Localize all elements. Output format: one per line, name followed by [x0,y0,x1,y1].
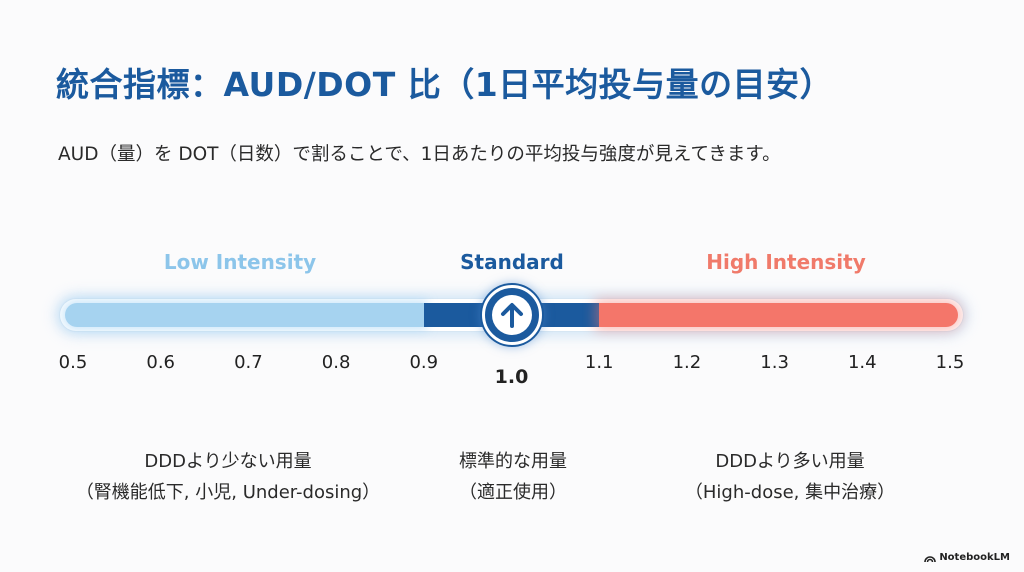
scale-tick-label: 0.8 [321,352,351,373]
scale-tick-label: 1.5 [935,352,965,373]
scale-segment-high [599,303,958,327]
scale-tick-label: 0.6 [146,352,176,373]
zone-description-high-line2: （High-dose, 集中治療） [684,482,896,503]
zone-label-low: Low Intensity [163,250,317,274]
zone-description-high: DDDより多い用量 （High-dose, 集中治療） [685,446,895,508]
zone-description-high-line1: DDDより多い用量 [715,451,865,472]
zone-description-standard-line2: （適正使用） [459,482,567,503]
zone-description-low-line1: DDDより少ない用量 [144,451,312,472]
scale-tick-label: 0.5 [58,352,88,373]
brand: NotebookLM [924,552,1010,563]
zone-description-standard-line1: 標準的な用量 [459,451,567,472]
zone-label-standard: Standard [460,250,564,274]
scale-tick-label: 0.7 [234,352,263,373]
zone-description-standard: 標準的な用量 （適正使用） [459,446,567,508]
page-title: 統合指標：AUD/DOT 比（1日平均投与量の目安） [56,65,834,104]
scale-tick-label: 1.3 [760,352,789,373]
zone-description-low-line2: （腎機能低下, 小児, Under-dosing） [75,482,381,503]
scale-tick-label: 0.9 [409,352,439,373]
arrow-up-icon [500,303,523,328]
scale-tick-label: 1.4 [847,352,877,373]
brand-name: NotebookLM [939,552,1010,563]
scale-tick-label: 1.0 [494,366,529,388]
scale-marker [481,285,542,345]
scale-segment-low [65,303,424,327]
notebooklm-logo-icon [924,555,937,562]
scale-tick-label: 1.1 [584,352,614,373]
page-subtitle: AUD（量）を DOT（日数）で割ることで、1日あたりの平均投与強度が見えてきま… [58,144,781,165]
scale-tick-label: 1.2 [672,352,702,373]
zone-description-low: DDDより少ない用量 （腎機能低下, 小児, Under-dosing） [76,446,380,508]
zone-label-high: High Intensity [706,250,866,274]
